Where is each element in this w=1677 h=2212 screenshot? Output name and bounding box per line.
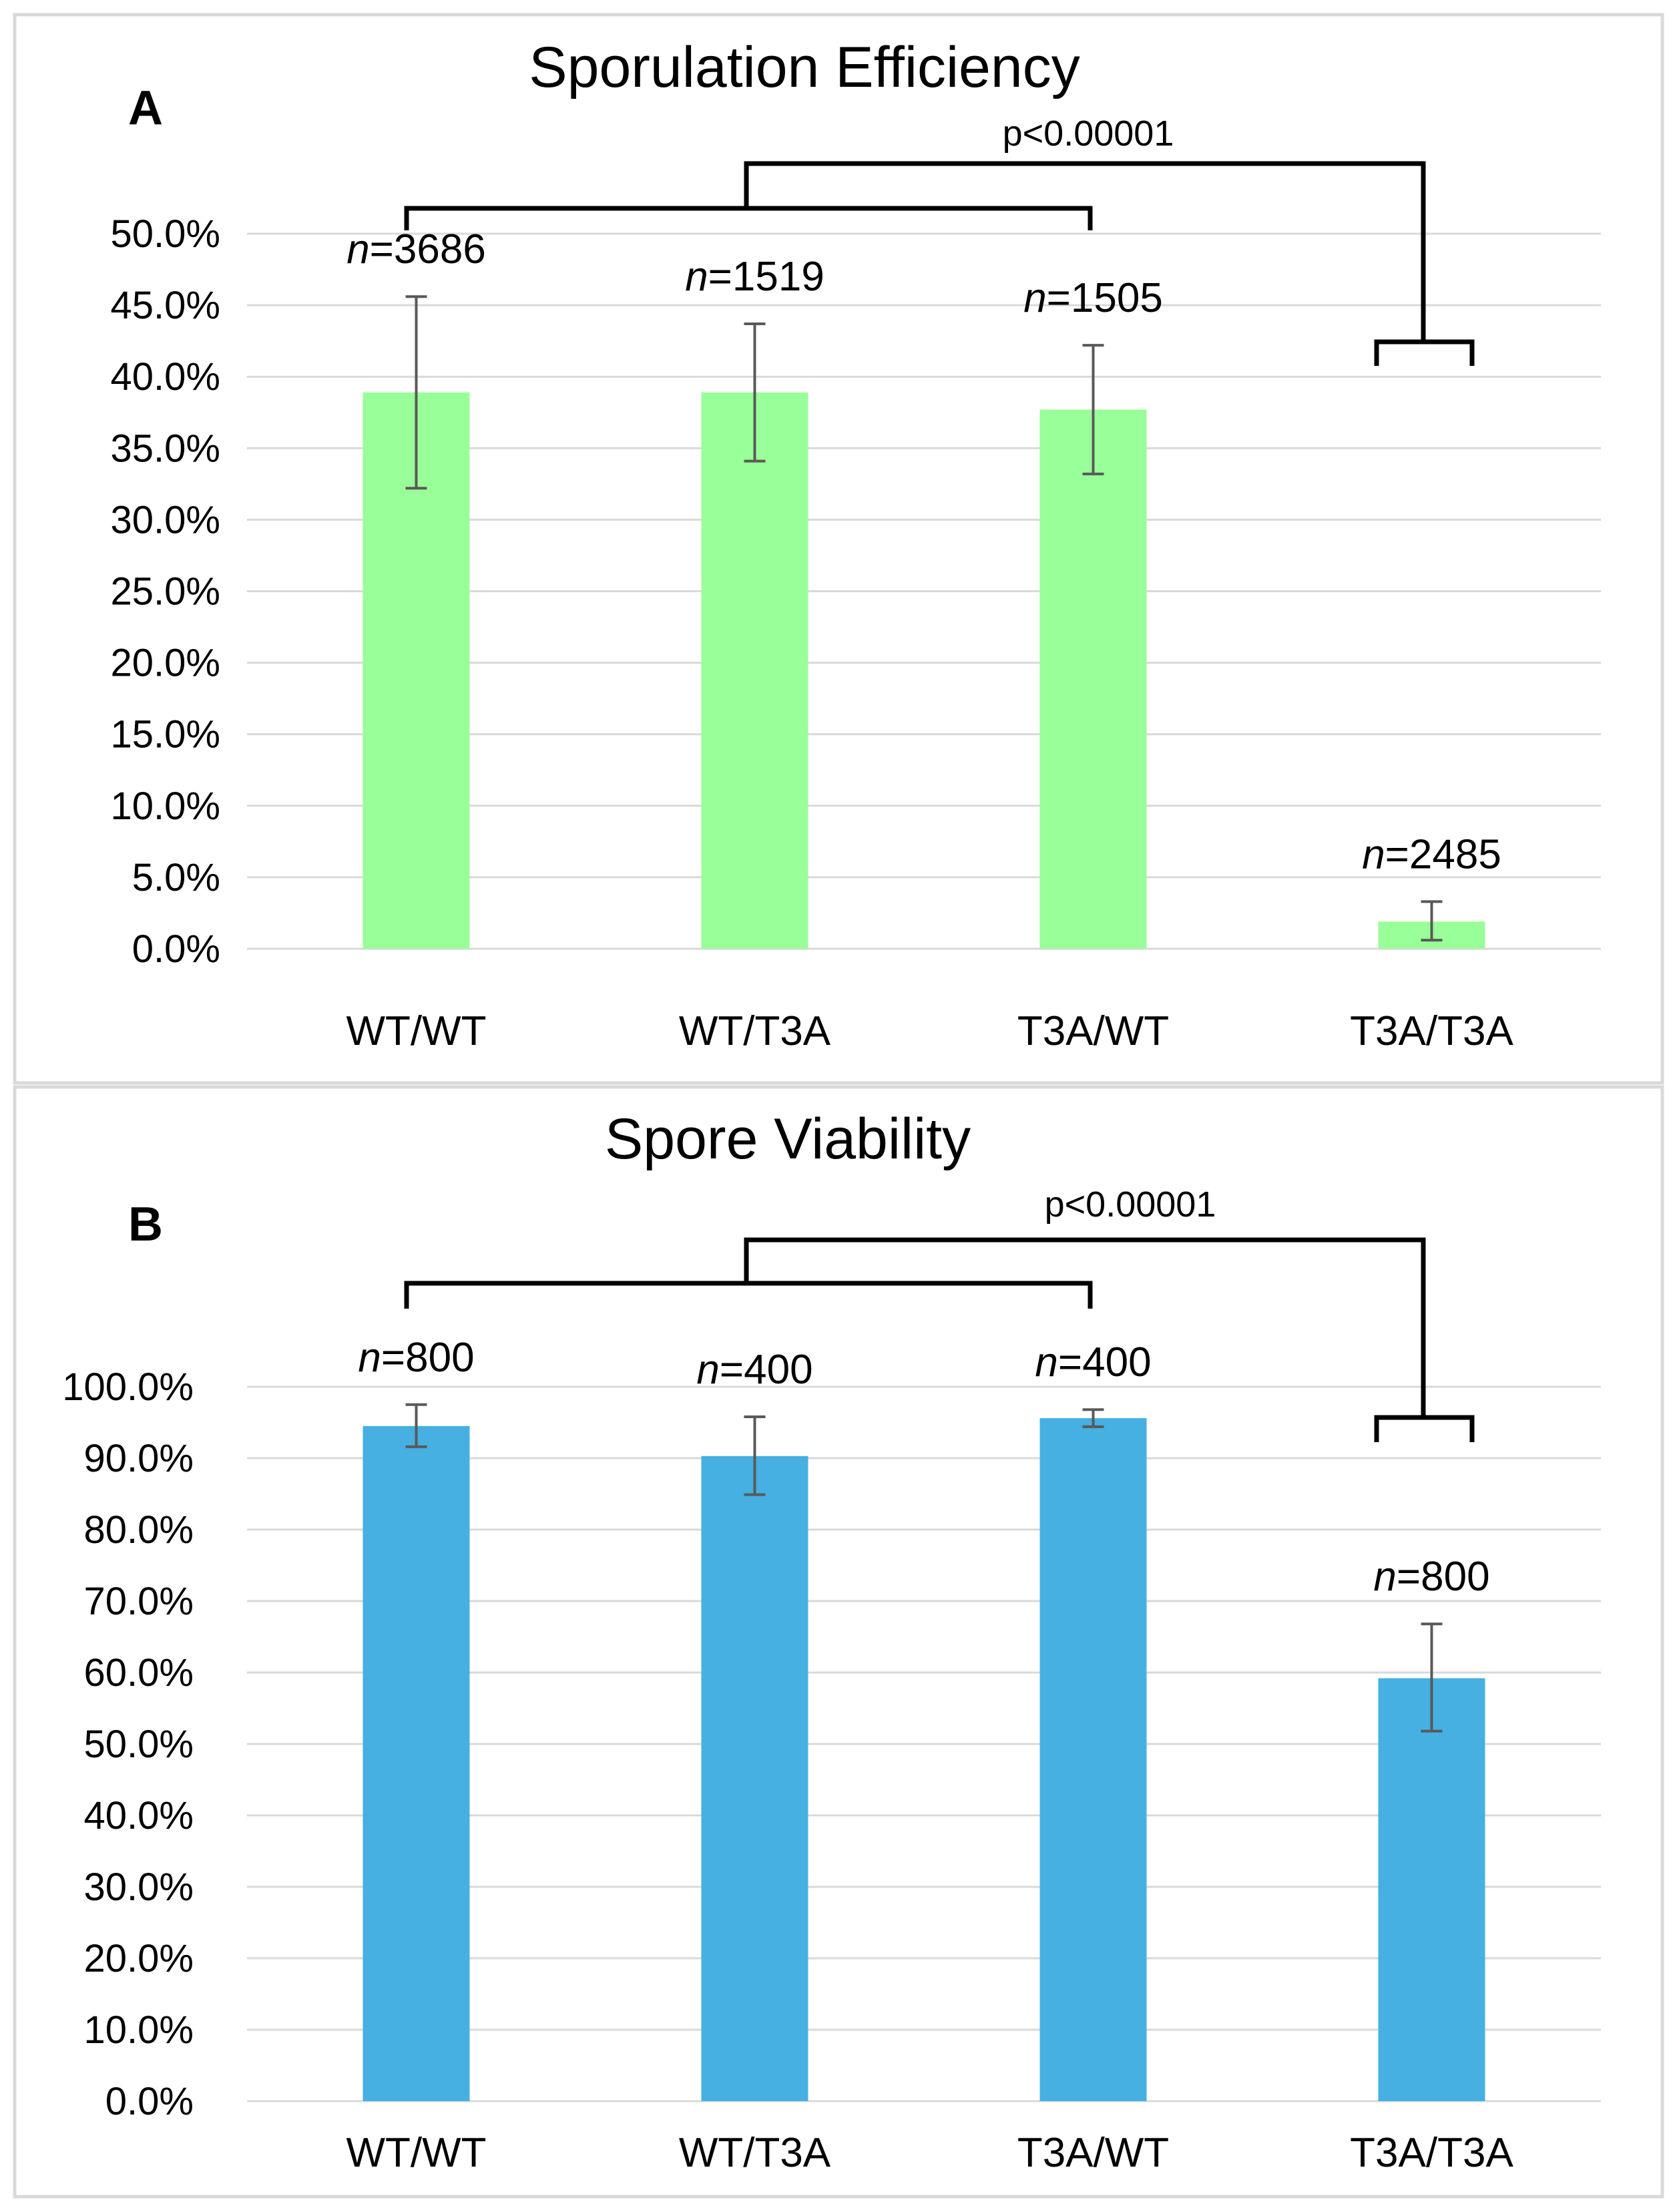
error-bar bbox=[1421, 900, 1443, 942]
y-tick-label: 25.0% bbox=[111, 570, 220, 614]
error-bar bbox=[744, 322, 766, 463]
bars bbox=[363, 1418, 1485, 2101]
y-tick-label: 90.0% bbox=[84, 1437, 194, 1480]
n-value: =400 bbox=[720, 1347, 813, 1393]
x-axis-category-labels: WT/WT WT/T3A T3A/WT T3A/T3A bbox=[346, 1008, 1513, 1054]
gridlines bbox=[247, 1385, 1601, 2103]
n-value: =800 bbox=[381, 1335, 475, 1381]
n-label: n=1519 bbox=[685, 254, 824, 300]
n-symbol: n bbox=[696, 1347, 719, 1393]
bar bbox=[1039, 409, 1147, 949]
category-label: WT/WT bbox=[346, 2130, 486, 2176]
category-label: T3A/T3A bbox=[1350, 2130, 1513, 2176]
n-value: =400 bbox=[1058, 1339, 1152, 1385]
y-tick-label: 40.0% bbox=[84, 1794, 194, 1837]
n-symbol: n bbox=[1035, 1339, 1057, 1385]
y-tick-label: 0.0% bbox=[105, 2080, 194, 2123]
n-value: =800 bbox=[1397, 1554, 1490, 1600]
n-label: n=800 bbox=[358, 1335, 474, 1381]
y-tick-label: 30.0% bbox=[84, 1865, 194, 1909]
error-bars bbox=[405, 295, 1443, 942]
n-value: =1505 bbox=[1047, 275, 1163, 321]
n-symbol: n bbox=[358, 1335, 381, 1381]
n-value: =2485 bbox=[1385, 831, 1501, 877]
y-tick-label: 50.0% bbox=[84, 1723, 194, 1766]
error-bar bbox=[1082, 344, 1104, 475]
y-tick-label: 30.0% bbox=[111, 498, 220, 541]
y-tick-label: 35.0% bbox=[111, 427, 220, 470]
bracket-connector bbox=[744, 161, 1426, 342]
y-tick-label: 50.0% bbox=[111, 212, 220, 256]
chart-title: Sporulation Efficiency bbox=[529, 35, 1080, 99]
category-label: WT/T3A bbox=[679, 1008, 831, 1054]
bracket-right-group bbox=[1374, 1415, 1475, 1442]
y-tick-label: 5.0% bbox=[132, 856, 220, 899]
y-tick-label: 20.0% bbox=[84, 1937, 194, 1980]
category-label: WT/WT bbox=[346, 1008, 486, 1054]
bar bbox=[363, 1425, 470, 2101]
y-tick-label: 100.0% bbox=[62, 1365, 194, 1409]
error-bar bbox=[405, 295, 427, 490]
bar bbox=[701, 392, 808, 949]
p-value-label: p<0.00001 bbox=[1045, 1184, 1216, 1225]
panel-border bbox=[13, 13, 1664, 1085]
n-symbol: n bbox=[685, 254, 708, 300]
y-tick-label: 45.0% bbox=[111, 284, 220, 327]
y-tick-label: 70.0% bbox=[84, 1580, 194, 1623]
p-value-label: p<0.00001 bbox=[1003, 114, 1174, 154]
panel-sporulation-efficiency: Sporulation Efficiency A 0.0% 5.0% 10.0% 15… bbox=[13, 13, 1664, 1085]
bracket-right-group bbox=[1374, 339, 1475, 366]
panel-letter: B bbox=[128, 1198, 163, 1251]
n-label: n=3686 bbox=[346, 226, 486, 272]
category-label: T3A/T3A bbox=[1350, 1008, 1513, 1054]
category-label: WT/T3A bbox=[679, 2130, 831, 2176]
y-tick-label: 40.0% bbox=[111, 355, 220, 399]
y-axis-tick-labels: 0.0% 5.0% 10.0% 15.0% 20.0% 25.0% 30.0% 35.0% 40… bbox=[111, 212, 220, 971]
y-axis-tick-labels: 0.0% 10.0% 20.0% 30.0% 40.0% 50.0% 60.0% 70.0% 8… bbox=[62, 1365, 194, 2123]
n-label: n=2485 bbox=[1362, 831, 1501, 877]
error-bar bbox=[1082, 1408, 1104, 1428]
gridlines bbox=[247, 232, 1601, 950]
y-tick-label: 10.0% bbox=[84, 2008, 194, 2052]
bracket-connector bbox=[744, 1237, 1426, 1417]
error-bar bbox=[1421, 1622, 1443, 1733]
x-axis-category-labels: WT/WT WT/T3A T3A/WT T3A/T3A bbox=[346, 2130, 1513, 2176]
n-symbol: n bbox=[346, 226, 369, 272]
n-symbol: n bbox=[1023, 275, 1046, 321]
y-tick-label: 60.0% bbox=[84, 1651, 194, 1695]
n-label: n=1505 bbox=[1023, 275, 1163, 321]
n-symbol: n bbox=[1373, 1554, 1396, 1600]
y-tick-label: 15.0% bbox=[111, 713, 220, 756]
n-label: n=800 bbox=[1373, 1554, 1489, 1600]
bar bbox=[1378, 1678, 1485, 2101]
y-tick-label: 0.0% bbox=[132, 927, 220, 971]
y-tick-label: 10.0% bbox=[111, 785, 220, 828]
bar bbox=[1039, 1418, 1147, 2101]
error-bar bbox=[405, 1403, 427, 1448]
bar bbox=[701, 1456, 808, 2101]
significance-bracket: p<0.00001 bbox=[404, 1184, 1475, 1442]
y-tick-label: 20.0% bbox=[111, 642, 220, 685]
panel-letter: A bbox=[128, 81, 163, 135]
significance-bracket: p<0.00001 bbox=[404, 114, 1475, 366]
chart-title: Spore Viability bbox=[605, 1107, 971, 1171]
error-bars bbox=[405, 1403, 1443, 1733]
n-label: n=400 bbox=[696, 1347, 812, 1393]
n-value: =3686 bbox=[370, 226, 486, 272]
n-symbol: n bbox=[1362, 831, 1385, 877]
y-tick-label: 80.0% bbox=[84, 1508, 194, 1552]
category-label: T3A/WT bbox=[1017, 2130, 1169, 2176]
n-value: =1519 bbox=[708, 254, 824, 300]
panel-spore-viability: Spore Viability B 0.0% 10.0% 20.0% 30.0% 40.… bbox=[13, 1085, 1664, 2199]
category-label: T3A/WT bbox=[1017, 1008, 1169, 1054]
n-label: n=400 bbox=[1035, 1339, 1151, 1385]
error-bar bbox=[744, 1415, 766, 1496]
